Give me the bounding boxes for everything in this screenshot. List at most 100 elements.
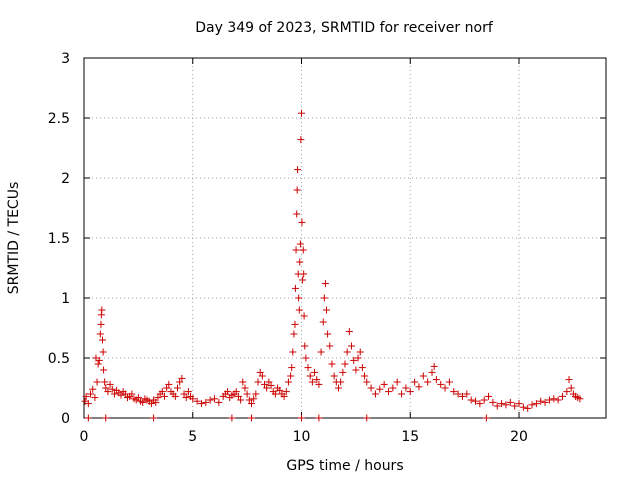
data-point [304,364,312,372]
data-point [98,306,106,314]
data-point [288,364,296,372]
data-point [296,240,304,248]
data-point [102,414,110,422]
data-point [267,382,275,390]
data-points [81,109,584,422]
data-point [271,390,279,398]
data-point [296,258,304,266]
data-point [297,136,305,144]
data-point [311,368,319,376]
x-tick-label: 10 [293,429,311,445]
x-tick-label: 20 [510,429,528,445]
y-tick-label: 0 [61,411,70,427]
data-point [445,378,453,386]
y-tick-label: 2 [61,171,70,187]
data-point [280,392,288,400]
data-point [411,378,419,386]
y-tick-label: 0.5 [48,351,70,367]
data-point [320,294,328,302]
data-point [371,390,379,398]
data-point [437,380,445,388]
data-point [532,400,540,408]
data-point [430,362,438,370]
data-point [211,395,218,403]
data-point [363,378,371,386]
data-point [97,320,105,328]
data-point [563,388,571,396]
data-point [289,348,297,356]
data-point [276,386,284,394]
data-point [247,400,255,408]
data-point [502,401,510,409]
data-point [263,384,271,392]
data-point [463,390,471,398]
axis-ticks: 0 5 10 15 20 0 0.5 1 1.5 2 2.5 3 [48,51,606,445]
data-point [489,398,497,406]
data-point [352,366,360,374]
y-tick-label: 2.5 [48,111,70,127]
data-point [102,384,110,392]
data-point [432,376,440,384]
data-point [87,390,95,398]
data-point [389,384,397,392]
data-point [300,312,308,320]
data-point [567,384,575,392]
data-point [239,378,247,386]
data-point [324,330,332,338]
data-point [293,186,301,194]
data-point [287,372,295,380]
data-point [298,109,305,117]
data-point [528,401,536,409]
data-point [298,218,306,226]
data-point [458,392,466,400]
data-point [290,330,298,338]
data-point [419,372,427,380]
grid-lines [84,58,606,418]
data-point [202,398,210,406]
data-point [550,395,558,403]
data-point [189,395,197,403]
data-point [291,320,299,328]
data-point [250,395,258,403]
data-point [511,402,519,410]
data-point [356,348,364,356]
data-point [98,336,106,344]
data-point [152,398,160,406]
data-point [147,400,155,408]
data-point [467,396,475,404]
data-point [498,400,506,408]
data-point [393,378,401,386]
data-point [96,330,104,338]
data-point [337,378,345,386]
data-point [354,354,362,362]
data-point [537,397,545,405]
data-point [93,378,101,386]
y-tick-label: 1 [61,291,70,307]
data-point [128,390,136,398]
data-point [171,392,179,400]
data-point [241,384,249,392]
data-point [110,390,118,398]
data-point [326,342,334,350]
x-tick-label: 0 [80,429,89,445]
data-point [104,388,112,396]
data-point [150,414,158,422]
data-point [482,414,490,422]
data-point [406,388,414,396]
data-point [493,402,501,410]
data-point [182,394,190,402]
data-point [232,388,240,396]
data-point [380,380,388,388]
data-point [139,398,147,406]
data-point [160,392,168,400]
data-point [348,342,356,350]
y-tick-label: 1.5 [48,231,70,247]
data-point [330,372,338,380]
data-point [306,372,314,380]
data-point [293,210,301,218]
data-point [402,384,410,392]
data-point [299,246,307,254]
data-point [472,397,479,405]
data-point [315,414,323,422]
